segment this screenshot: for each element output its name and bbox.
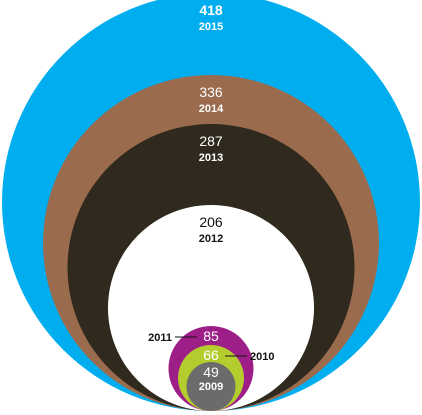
year-label-2013: 2013 (199, 152, 223, 164)
year-label-2011: 2011 (148, 332, 172, 344)
value-label-2012: 206 (199, 214, 223, 230)
year-label-2009: 2009 (199, 381, 223, 393)
value-label-2015: 418 (199, 2, 223, 18)
year-label-2012: 2012 (199, 233, 223, 245)
year-label-2015: 2015 (199, 21, 223, 33)
circle-2009 (186, 362, 236, 411)
value-label-2010: 66 (203, 347, 219, 363)
year-label-2014: 2014 (199, 103, 224, 115)
value-label-2013: 287 (199, 133, 223, 149)
year-label-2010: 2010 (250, 351, 274, 363)
circle-2012 (108, 205, 314, 411)
value-label-2009: 49 (203, 364, 219, 380)
value-label-2014: 336 (199, 84, 223, 100)
value-label-2011: 85 (203, 328, 219, 344)
labels-layer: 418 2015 336 2014 287 2013 206 2012 85 2011 66 2010… (148, 2, 274, 393)
